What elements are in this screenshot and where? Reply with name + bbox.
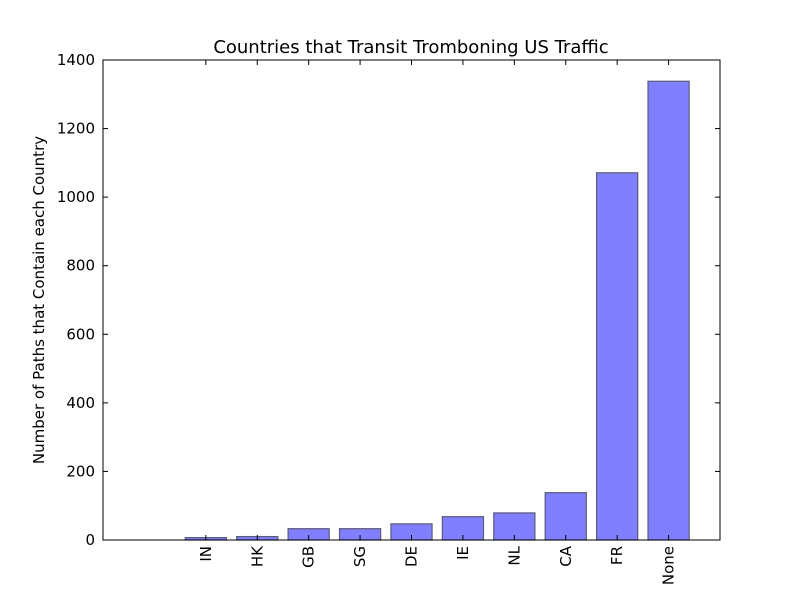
bars-group (184, 80, 690, 541)
y-tick-label-800: 800 (66, 257, 95, 275)
y-tick-label-1000: 1000 (57, 188, 95, 206)
bar-ca (544, 492, 587, 541)
chart-title: Countries that Transit Tromboning US Tra… (213, 37, 608, 58)
y-tick-label-0: 0 (85, 531, 95, 549)
bar-fr (595, 172, 639, 541)
y-tick-label-600: 600 (66, 325, 95, 343)
x-tick-label-hk: HK (248, 545, 266, 567)
y-tick-label-1200: 1200 (57, 120, 95, 138)
x-axis-ticks: IN HK GB SG DE IE NL CA FR None (197, 60, 678, 585)
y-tick-label-200: 200 (66, 462, 95, 480)
x-tick-label-nl: NL (505, 545, 523, 565)
y-axis-ticks: 0 200 400 600 800 1000 1200 1400 (57, 51, 720, 549)
y-axis-label: Number of Paths that Contain each Countr… (30, 136, 48, 464)
x-tick-label-de: DE (403, 546, 421, 567)
x-tick-label-ca: CA (557, 545, 575, 566)
x-tick-label-ie: IE (454, 546, 472, 560)
x-tick-label-gb: GB (300, 546, 318, 568)
x-tick-label-none: None (660, 546, 678, 585)
x-tick-label-in: IN (197, 546, 215, 562)
bar-none (647, 80, 690, 541)
x-tick-label-sg: SG (351, 546, 369, 567)
plot-frame (102, 59, 721, 541)
x-tick-label-fr: FR (608, 546, 626, 565)
y-tick-label-400: 400 (66, 394, 95, 412)
y-tick-label-1400: 1400 (57, 51, 95, 69)
